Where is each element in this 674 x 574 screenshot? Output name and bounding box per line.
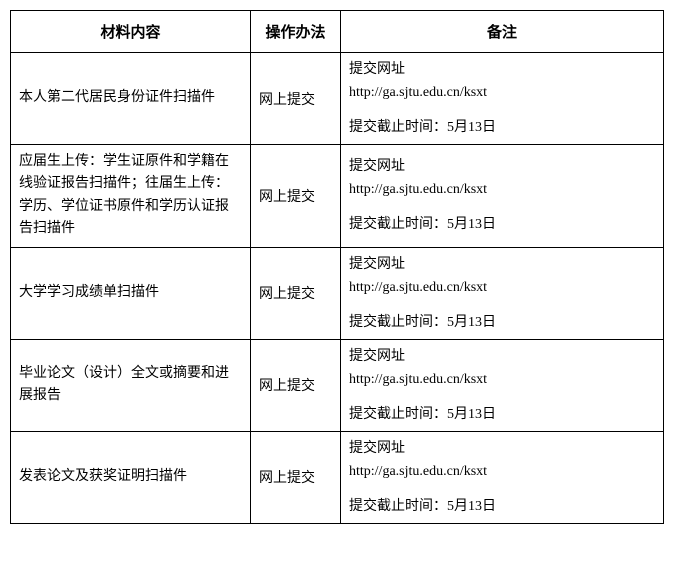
header-note: 备注: [341, 11, 664, 53]
note-deadline: 提交截止时间：5月13日: [349, 496, 655, 517]
material-content: 发表论文及获奖证明扫描件: [11, 431, 251, 523]
operation-method: 网上提交: [251, 247, 341, 339]
note-content: 提交网址 http://ga.sjtu.edu.cn/ksxt 提交截止时间：5…: [341, 145, 664, 248]
note-deadline: 提交截止时间：5月13日: [349, 404, 655, 425]
note-deadline: 提交截止时间：5月13日: [349, 117, 655, 138]
note-deadline: 提交截止时间：5月13日: [349, 214, 655, 235]
operation-method: 网上提交: [251, 145, 341, 248]
note-content: 提交网址 http://ga.sjtu.edu.cn/ksxt 提交截止时间：5…: [341, 247, 664, 339]
note-deadline: 提交截止时间：5月13日: [349, 312, 655, 333]
materials-table: 材料内容 操作办法 备注 本人第二代居民身份证件扫描件 网上提交 提交网址 ht…: [10, 10, 664, 524]
note-url-label: 提交网址: [349, 438, 655, 459]
note-url: http://ga.sjtu.edu.cn/ksxt: [349, 179, 655, 200]
table-header-row: 材料内容 操作办法 备注: [11, 11, 664, 53]
note-url: http://ga.sjtu.edu.cn/ksxt: [349, 277, 655, 298]
material-content: 应届生上传：学生证原件和学籍在线验证报告扫描件；往届生上传：学历、学位证书原件和…: [11, 145, 251, 248]
note-url: http://ga.sjtu.edu.cn/ksxt: [349, 369, 655, 390]
note-url: http://ga.sjtu.edu.cn/ksxt: [349, 82, 655, 103]
note-url: http://ga.sjtu.edu.cn/ksxt: [349, 461, 655, 482]
note-url-label: 提交网址: [349, 156, 655, 177]
material-content: 大学学习成绩单扫描件: [11, 247, 251, 339]
note-url-label: 提交网址: [349, 346, 655, 367]
material-content: 毕业论文（设计）全文或摘要和进展报告: [11, 339, 251, 431]
operation-method: 网上提交: [251, 53, 341, 145]
operation-method: 网上提交: [251, 431, 341, 523]
table-row: 毕业论文（设计）全文或摘要和进展报告 网上提交 提交网址 http://ga.s…: [11, 339, 664, 431]
material-content: 本人第二代居民身份证件扫描件: [11, 53, 251, 145]
header-material: 材料内容: [11, 11, 251, 53]
note-content: 提交网址 http://ga.sjtu.edu.cn/ksxt 提交截止时间：5…: [341, 53, 664, 145]
table-row: 大学学习成绩单扫描件 网上提交 提交网址 http://ga.sjtu.edu.…: [11, 247, 664, 339]
note-url-label: 提交网址: [349, 254, 655, 275]
table-row: 本人第二代居民身份证件扫描件 网上提交 提交网址 http://ga.sjtu.…: [11, 53, 664, 145]
note-content: 提交网址 http://ga.sjtu.edu.cn/ksxt 提交截止时间：5…: [341, 339, 664, 431]
header-method: 操作办法: [251, 11, 341, 53]
table-row: 应届生上传：学生证原件和学籍在线验证报告扫描件；往届生上传：学历、学位证书原件和…: [11, 145, 664, 248]
note-url-label: 提交网址: [349, 59, 655, 80]
operation-method: 网上提交: [251, 339, 341, 431]
table-row: 发表论文及获奖证明扫描件 网上提交 提交网址 http://ga.sjtu.ed…: [11, 431, 664, 523]
note-content: 提交网址 http://ga.sjtu.edu.cn/ksxt 提交截止时间：5…: [341, 431, 664, 523]
